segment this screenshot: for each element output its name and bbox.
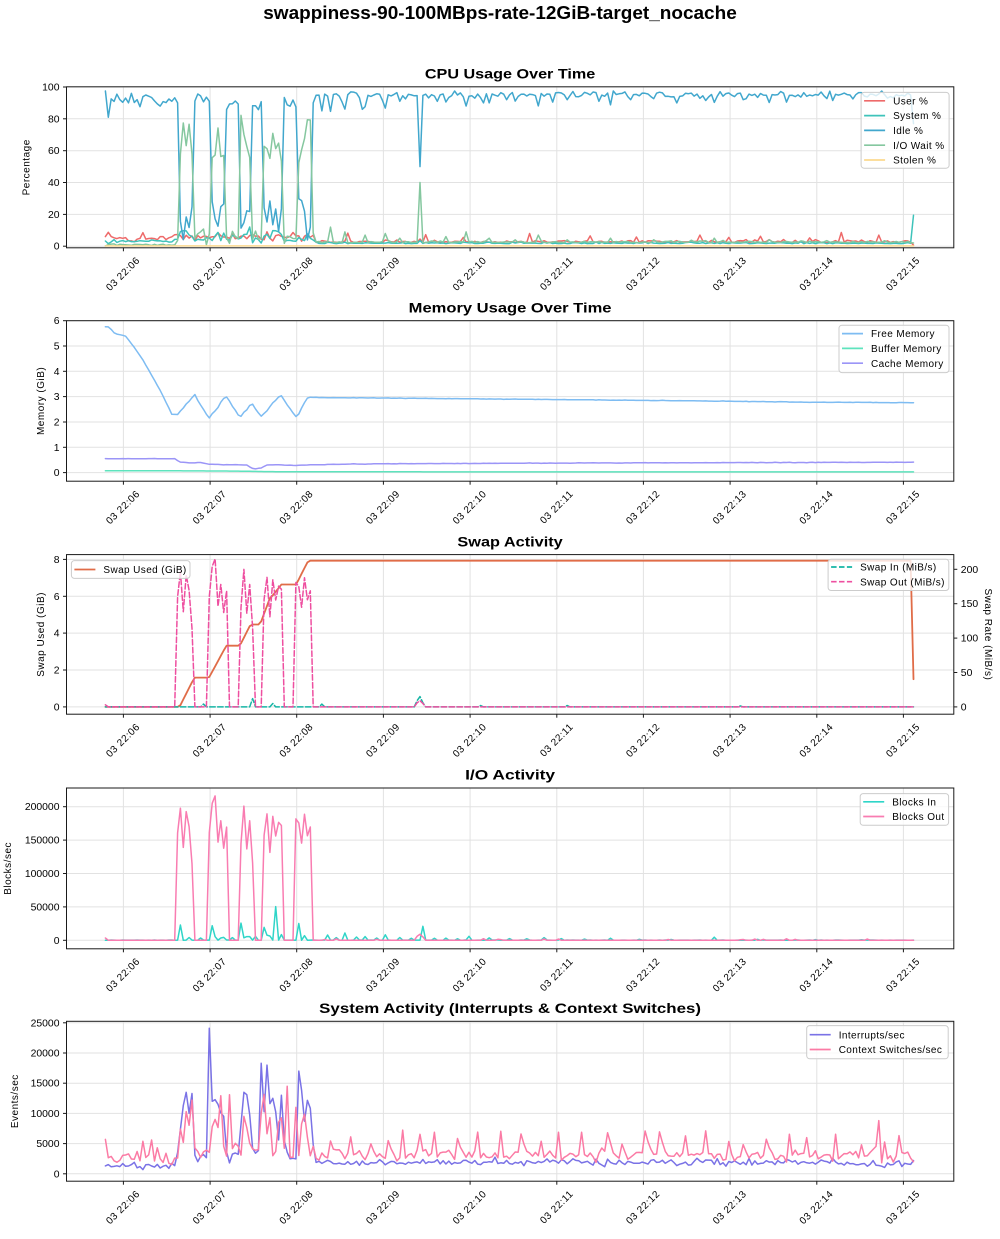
svg-text:Swap Out (MiB/s): Swap Out (MiB/s) xyxy=(860,577,945,588)
svg-text:Context Switches/sec: Context Switches/sec xyxy=(839,1045,943,1056)
svg-text:4: 4 xyxy=(54,367,60,378)
svg-text:0: 0 xyxy=(54,1169,60,1180)
svg-text:60: 60 xyxy=(48,146,60,157)
svg-text:150: 150 xyxy=(961,599,979,610)
svg-text:CPU Usage Over Time: CPU Usage Over Time xyxy=(425,67,596,82)
svg-text:20: 20 xyxy=(48,210,60,221)
svg-text:50000: 50000 xyxy=(31,902,60,913)
svg-text:80: 80 xyxy=(48,114,60,125)
svg-text:Blocks In: Blocks In xyxy=(892,797,936,808)
svg-text:swappiness-90-100MBps-rate-12G: swappiness-90-100MBps-rate-12GiB-target_… xyxy=(263,3,737,23)
svg-text:50: 50 xyxy=(961,668,973,679)
svg-text:0: 0 xyxy=(54,702,60,713)
svg-text:Memory (GiB): Memory (GiB) xyxy=(36,367,47,435)
svg-text:I/O Activity: I/O Activity xyxy=(465,768,555,783)
svg-text:1: 1 xyxy=(54,443,60,454)
svg-text:6: 6 xyxy=(54,592,60,603)
svg-text:Percentage: Percentage xyxy=(22,139,33,195)
svg-text:System %: System % xyxy=(893,111,941,122)
svg-text:4: 4 xyxy=(54,629,60,640)
svg-text:6: 6 xyxy=(54,316,60,327)
svg-text:Events/sec: Events/sec xyxy=(10,1074,21,1128)
svg-text:System Activity (Interrupts &: System Activity (Interrupts & Context Sw… xyxy=(319,1001,701,1016)
svg-text:5: 5 xyxy=(54,342,60,353)
svg-text:25000: 25000 xyxy=(31,1018,60,1029)
svg-text:100: 100 xyxy=(42,83,60,94)
svg-text:User %: User % xyxy=(893,96,928,107)
svg-text:0: 0 xyxy=(54,242,60,253)
svg-text:Free Memory: Free Memory xyxy=(871,329,935,340)
svg-text:2: 2 xyxy=(54,418,60,429)
svg-text:Interrupts/sec: Interrupts/sec xyxy=(839,1030,905,1041)
svg-text:0: 0 xyxy=(961,702,967,713)
svg-text:Memory Usage Over Time: Memory Usage Over Time xyxy=(409,300,612,315)
svg-text:3: 3 xyxy=(54,392,60,403)
svg-text:0: 0 xyxy=(54,468,60,479)
svg-text:Stolen %: Stolen % xyxy=(893,156,936,167)
svg-text:Swap Used (GiB): Swap Used (GiB) xyxy=(36,592,47,677)
svg-text:Swap Activity: Swap Activity xyxy=(457,534,563,549)
svg-text:0: 0 xyxy=(54,936,60,947)
svg-text:200000: 200000 xyxy=(25,802,60,813)
svg-text:15000: 15000 xyxy=(31,1079,60,1090)
svg-text:5000: 5000 xyxy=(36,1139,59,1150)
svg-text:40: 40 xyxy=(48,178,60,189)
svg-text:150000: 150000 xyxy=(25,836,60,847)
svg-text:Swap Rate (MiB/s): Swap Rate (MiB/s) xyxy=(982,588,993,680)
svg-text:200: 200 xyxy=(961,565,979,576)
svg-text:20000: 20000 xyxy=(31,1049,60,1060)
svg-text:Swap In (MiB/s): Swap In (MiB/s) xyxy=(860,563,937,574)
svg-text:Swap Used (GiB): Swap Used (GiB) xyxy=(103,565,186,576)
svg-text:Buffer Memory: Buffer Memory xyxy=(871,344,942,355)
svg-text:Cache Memory: Cache Memory xyxy=(871,359,944,370)
svg-text:100000: 100000 xyxy=(25,869,60,880)
svg-text:I/O Wait %: I/O Wait % xyxy=(893,141,944,152)
svg-text:8: 8 xyxy=(54,555,60,566)
svg-text:10000: 10000 xyxy=(31,1109,60,1120)
svg-text:2: 2 xyxy=(54,666,60,677)
svg-text:Idle %: Idle % xyxy=(893,126,923,137)
svg-text:100: 100 xyxy=(961,634,979,645)
svg-text:Blocks Out: Blocks Out xyxy=(892,812,944,823)
svg-text:Blocks/sec: Blocks/sec xyxy=(3,842,14,895)
